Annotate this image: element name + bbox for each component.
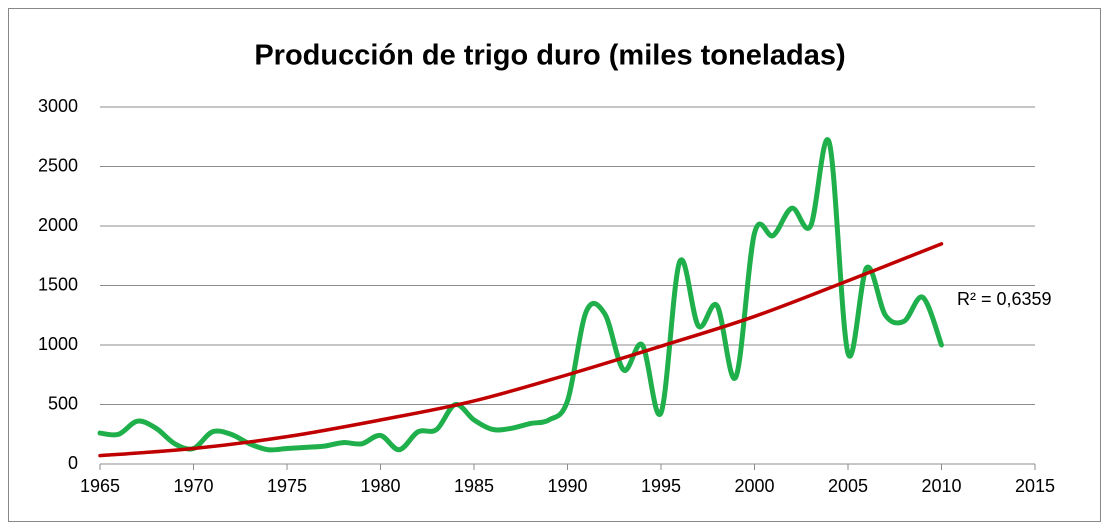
chart-title: Producción de trigo duro (miles tonelada… — [254, 40, 845, 72]
y-tick-label: 2500 — [38, 155, 78, 175]
x-tick-label: 2005 — [828, 476, 868, 496]
y-tick-label: 500 — [48, 393, 78, 413]
annotation: R² = 0,6359 — [957, 289, 1052, 309]
y-tick-label: 3000 — [38, 96, 78, 116]
y-tick-label: 2000 — [38, 215, 78, 235]
chart-border — [8, 8, 1101, 522]
x-tick-label: 1965 — [80, 476, 120, 496]
trend-line — [98, 242, 944, 458]
x-tick-label: 1995 — [641, 476, 681, 496]
x-tick-label: 1985 — [454, 476, 494, 496]
data-line — [97, 137, 944, 453]
x-tick-label: 2015 — [1015, 476, 1055, 496]
x-tick-label: 1970 — [173, 476, 213, 496]
x-tick-label: 2000 — [734, 476, 774, 496]
x-tick-label: 2010 — [921, 476, 961, 496]
x-tick-label: 1980 — [360, 476, 400, 496]
x-tick-label: 1990 — [547, 476, 587, 496]
y-tick-label: 1000 — [38, 334, 78, 354]
y-tick-label: 0 — [68, 453, 78, 473]
x-tick-label: 1975 — [267, 476, 307, 496]
y-tick-label: 1500 — [38, 274, 78, 294]
